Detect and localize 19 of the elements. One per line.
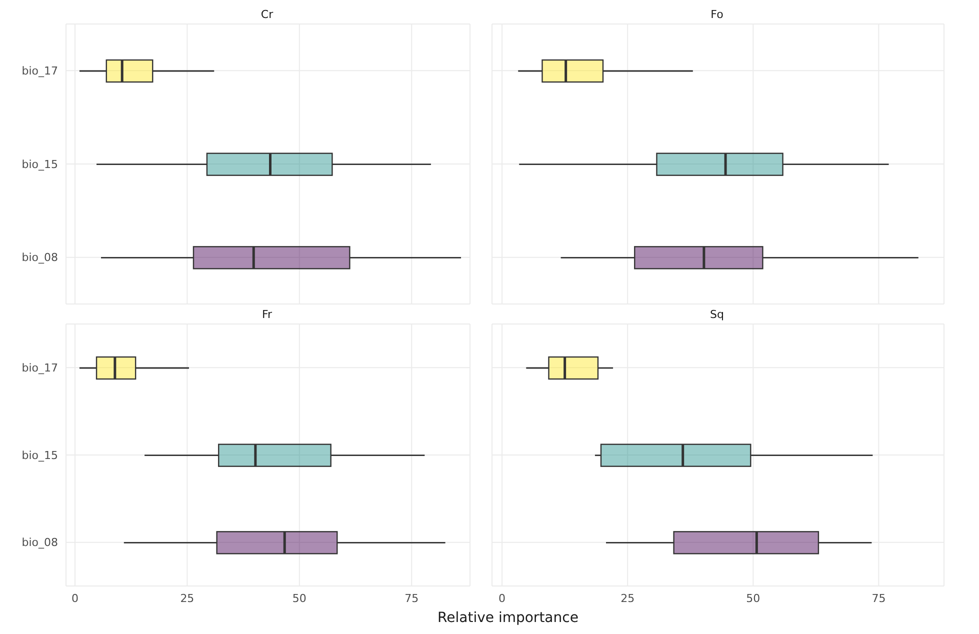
chart-title: Sq [709, 308, 725, 322]
y-tick-label: bio_17 [22, 64, 58, 78]
x-tick-label: 25 [620, 592, 635, 605]
x-tick-label: 50 [292, 592, 306, 605]
y-tick-label: bio_08 [22, 536, 58, 550]
chart-title: Fr [260, 308, 274, 322]
x-tick-label: 25 [180, 592, 194, 605]
chart-title: Cr [260, 8, 274, 22]
x-tick-label: 0 [71, 592, 78, 605]
y-tick-label: bio_15 [22, 158, 58, 171]
x-tick-label: 50 [746, 592, 760, 605]
x-tick-label: 75 [404, 592, 419, 605]
y-tick-label: bio_17 [22, 362, 58, 375]
y-tick-label: bio_08 [22, 251, 58, 264]
y-tick-label: bio_15 [22, 448, 58, 462]
x-tick-label: 0 [498, 592, 506, 605]
chart-title: Fo [710, 8, 724, 22]
x-axis-title: Relative importance [436, 610, 580, 626]
x-tick-label: 75 [872, 592, 886, 605]
